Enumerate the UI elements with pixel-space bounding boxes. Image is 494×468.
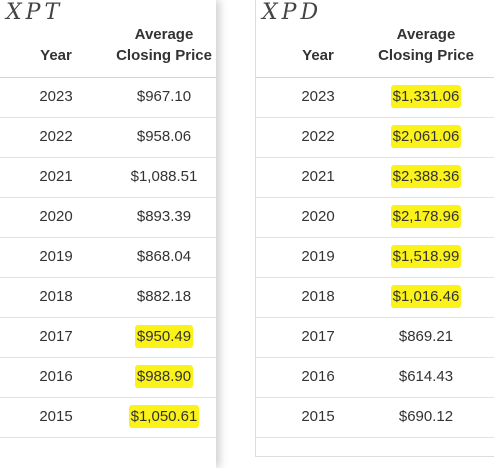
- price-cell: $1,050.61: [104, 397, 224, 437]
- price-cell: $893.39: [104, 197, 224, 237]
- year-cell: 2022: [39, 128, 73, 145]
- row-rule: [0, 397, 216, 398]
- year-cell: 2023: [301, 88, 335, 105]
- row-rule: [256, 157, 494, 158]
- price-cell: $868.04: [104, 237, 224, 277]
- price: $869.21: [398, 328, 454, 345]
- year-cell: 2021: [39, 168, 73, 185]
- row-rule: [256, 277, 494, 278]
- header-rule: [256, 77, 494, 78]
- year-cell: 2020: [39, 208, 73, 225]
- price-cell: $988.90: [104, 357, 224, 397]
- year-cell: 2015: [39, 408, 73, 425]
- row-rule: [0, 317, 216, 318]
- handwritten-label: XPD: [262, 0, 323, 25]
- price: $690.12: [398, 408, 454, 425]
- price-cell: $1,088.51: [104, 157, 224, 197]
- row-rule: [256, 237, 494, 238]
- highlighted-price: $2,061.06: [390, 125, 462, 148]
- price-cell: $614.43: [366, 357, 486, 397]
- header-year: Year: [40, 47, 72, 64]
- row-rule: [0, 437, 216, 438]
- year-cell: 2020: [301, 208, 335, 225]
- row-rule: [0, 277, 216, 278]
- highlighted-price: $1,331.06: [390, 85, 462, 108]
- table-panel: XPD Year Average Closing Price 2023 $1,331.06…: [255, 0, 494, 457]
- row-rule: [256, 317, 494, 318]
- highlighted-price: $2,388.36: [390, 165, 462, 188]
- table-panel: XPT Year Average Closing Price 2023 $967.10 20…: [0, 0, 216, 468]
- highlighted-price: $2,178.96: [390, 205, 462, 228]
- highlighted-price: $950.49: [134, 325, 194, 348]
- year-cell: 2017: [39, 328, 73, 345]
- price-cell: $1,518.99: [366, 237, 486, 277]
- header-rule: [0, 77, 216, 78]
- row-rule: [0, 157, 216, 158]
- year-cell: 2019: [39, 248, 73, 265]
- price: $967.10: [136, 88, 192, 105]
- highlighted-price: $1,050.61: [128, 405, 200, 428]
- row-rule: [256, 437, 494, 438]
- handwritten-label: XPT: [6, 0, 64, 25]
- price-cell: $882.18: [104, 277, 224, 317]
- header-price: Closing Price: [116, 47, 212, 64]
- highlighted-price: $1,518.99: [390, 245, 462, 268]
- price-cell: $869.21: [366, 317, 486, 357]
- row-rule: [0, 357, 216, 358]
- price: $614.43: [398, 368, 454, 385]
- price: $1,088.51: [130, 168, 198, 185]
- price: $958.06: [136, 128, 192, 145]
- row-rule: [256, 197, 494, 198]
- year-cell: 2019: [301, 248, 335, 265]
- header-price: Average: [396, 26, 456, 43]
- header-price: Closing Price: [378, 47, 474, 64]
- price-cell: $1,016.46: [366, 277, 486, 317]
- price-cell: $2,388.36: [366, 157, 486, 197]
- year-cell: 2018: [301, 288, 335, 305]
- year-cell: 2018: [39, 288, 73, 305]
- year-cell: 2016: [301, 368, 335, 385]
- price-cell: $2,061.06: [366, 117, 486, 157]
- row-rule: [0, 237, 216, 238]
- price: $868.04: [136, 248, 192, 265]
- price-cell: $690.12: [366, 397, 486, 437]
- year-cell: 2015: [301, 408, 335, 425]
- year-cell: 2023: [39, 88, 73, 105]
- header-price: Average: [134, 26, 194, 43]
- price-cell: $2,178.96: [366, 197, 486, 237]
- row-rule: [256, 357, 494, 358]
- highlighted-price: $1,016.46: [390, 285, 462, 308]
- year-cell: 2016: [39, 368, 73, 385]
- price-cell: $950.49: [104, 317, 224, 357]
- price-cell: $1,331.06: [366, 77, 486, 117]
- year-cell: 2022: [301, 128, 335, 145]
- year-cell: 2021: [301, 168, 335, 185]
- row-rule: [0, 117, 216, 118]
- price-cell: $967.10: [104, 77, 224, 117]
- row-rule: [256, 117, 494, 118]
- header-year: Year: [302, 47, 334, 64]
- row-rule: [0, 197, 216, 198]
- year-cell: 2017: [301, 328, 335, 345]
- price: $893.39: [136, 208, 192, 225]
- row-rule: [256, 397, 494, 398]
- highlighted-price: $988.90: [134, 365, 194, 388]
- price: $882.18: [136, 288, 192, 305]
- price-cell: $958.06: [104, 117, 224, 157]
